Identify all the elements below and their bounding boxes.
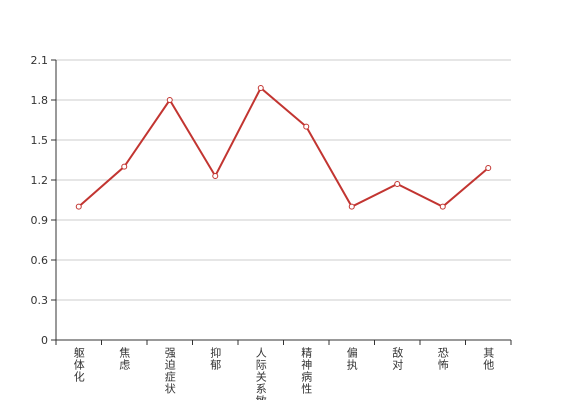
point [75,203,82,210]
y-tick-label: 0.3 [31,294,49,307]
x-tick-label: 偏执 [345,346,358,371]
x-tick-label: 强迫症状 [163,347,176,395]
line [78,86,489,208]
x-tick-label: 焦虑 [118,347,131,371]
point [439,203,446,210]
x-tick-label: 躯体化 [72,347,85,383]
point [303,123,310,130]
point [166,97,173,103]
point [348,203,355,210]
point [121,163,128,170]
y-tick-label: 0 [41,334,48,347]
y-tick-label: 1.5 [31,134,49,147]
y-tick-label: 0.9 [31,214,49,227]
x-tick-label: 敌对 [391,346,404,371]
x-tick-label: 恐怖 [436,347,449,371]
y-tick-label: 1.2 [31,174,49,187]
x-tick-label: 精神病性 [300,347,313,395]
point [485,165,492,171]
point [394,181,401,187]
point [212,173,219,179]
y-tick-label: 2.1 [31,54,49,67]
y-tick-label: 0.6 [31,254,49,267]
x-tick-label: 人际关系敏感 [254,347,267,400]
point [257,85,264,91]
x-tick-label: 其他 [482,347,495,371]
y-tick-label: 1.8 [31,94,49,107]
x-tick-label: 抑郁 [209,346,222,371]
